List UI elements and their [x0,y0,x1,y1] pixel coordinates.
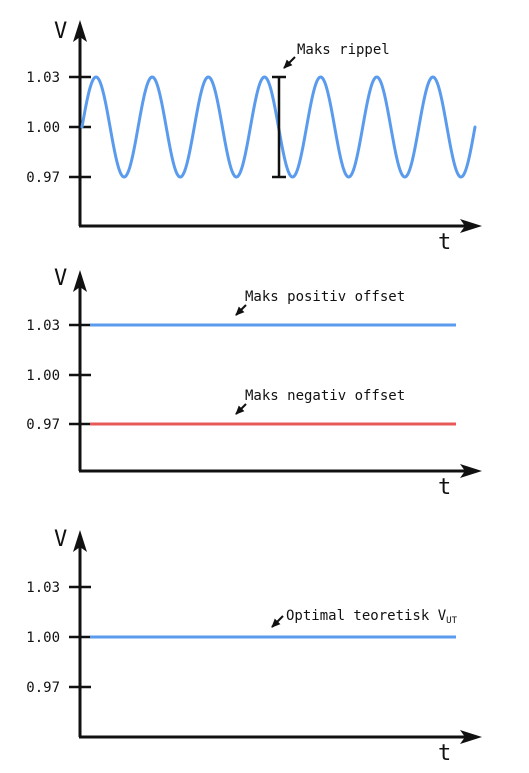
y-axis-arrowhead [73,270,87,292]
annotation-label: Optimal teoretisk VUT [286,608,458,626]
y-tick-label: 1.03 [26,580,60,596]
x-axis-arrowhead [460,730,482,744]
chart-panel-1: V t 1.03 1.00 0.97 Maks rippel [26,19,482,255]
y-axis-label: V [54,266,67,291]
y-tick-label: 1.00 [26,120,60,136]
annotation-arrow [235,403,247,415]
annotation-arrow [283,56,296,69]
annotation-arrow [235,304,247,316]
y-tick-label: 1.00 [26,630,60,646]
x-axis-label: t [438,230,451,255]
y-axis-arrowhead [73,530,87,552]
annotation-subscript: UT [446,616,457,626]
annotation-label: Maks positiv offset [245,289,405,305]
annotation-arrow [271,615,284,628]
y-tick-label: 1.03 [26,70,60,86]
y-tick-label: 0.97 [26,417,60,433]
x-axis-arrowhead [460,464,482,478]
y-axis-label: V [54,527,67,552]
y-axis-label: V [54,19,67,44]
y-tick-label: 1.03 [26,318,60,334]
y-tick-label: 1.00 [26,368,60,384]
chart-panel-3: V t 1.03 1.00 0.97 Optimal teoretisk VUT [26,527,482,766]
y-axis-arrowhead [73,20,87,42]
chart-panel-2: V t 1.03 1.00 0.97 Maks positiv offset M… [26,266,482,500]
annotation-label: Maks rippel [297,42,390,58]
annotation-main-text: Optimal teoretisk V [286,608,447,624]
y-tick-label: 0.97 [26,680,60,696]
x-axis-arrowhead [460,219,482,233]
annotation-label: Maks negativ offset [245,388,405,404]
x-axis-label: t [438,475,451,500]
y-tick-label: 0.97 [26,170,60,186]
x-axis-label: t [438,741,451,766]
